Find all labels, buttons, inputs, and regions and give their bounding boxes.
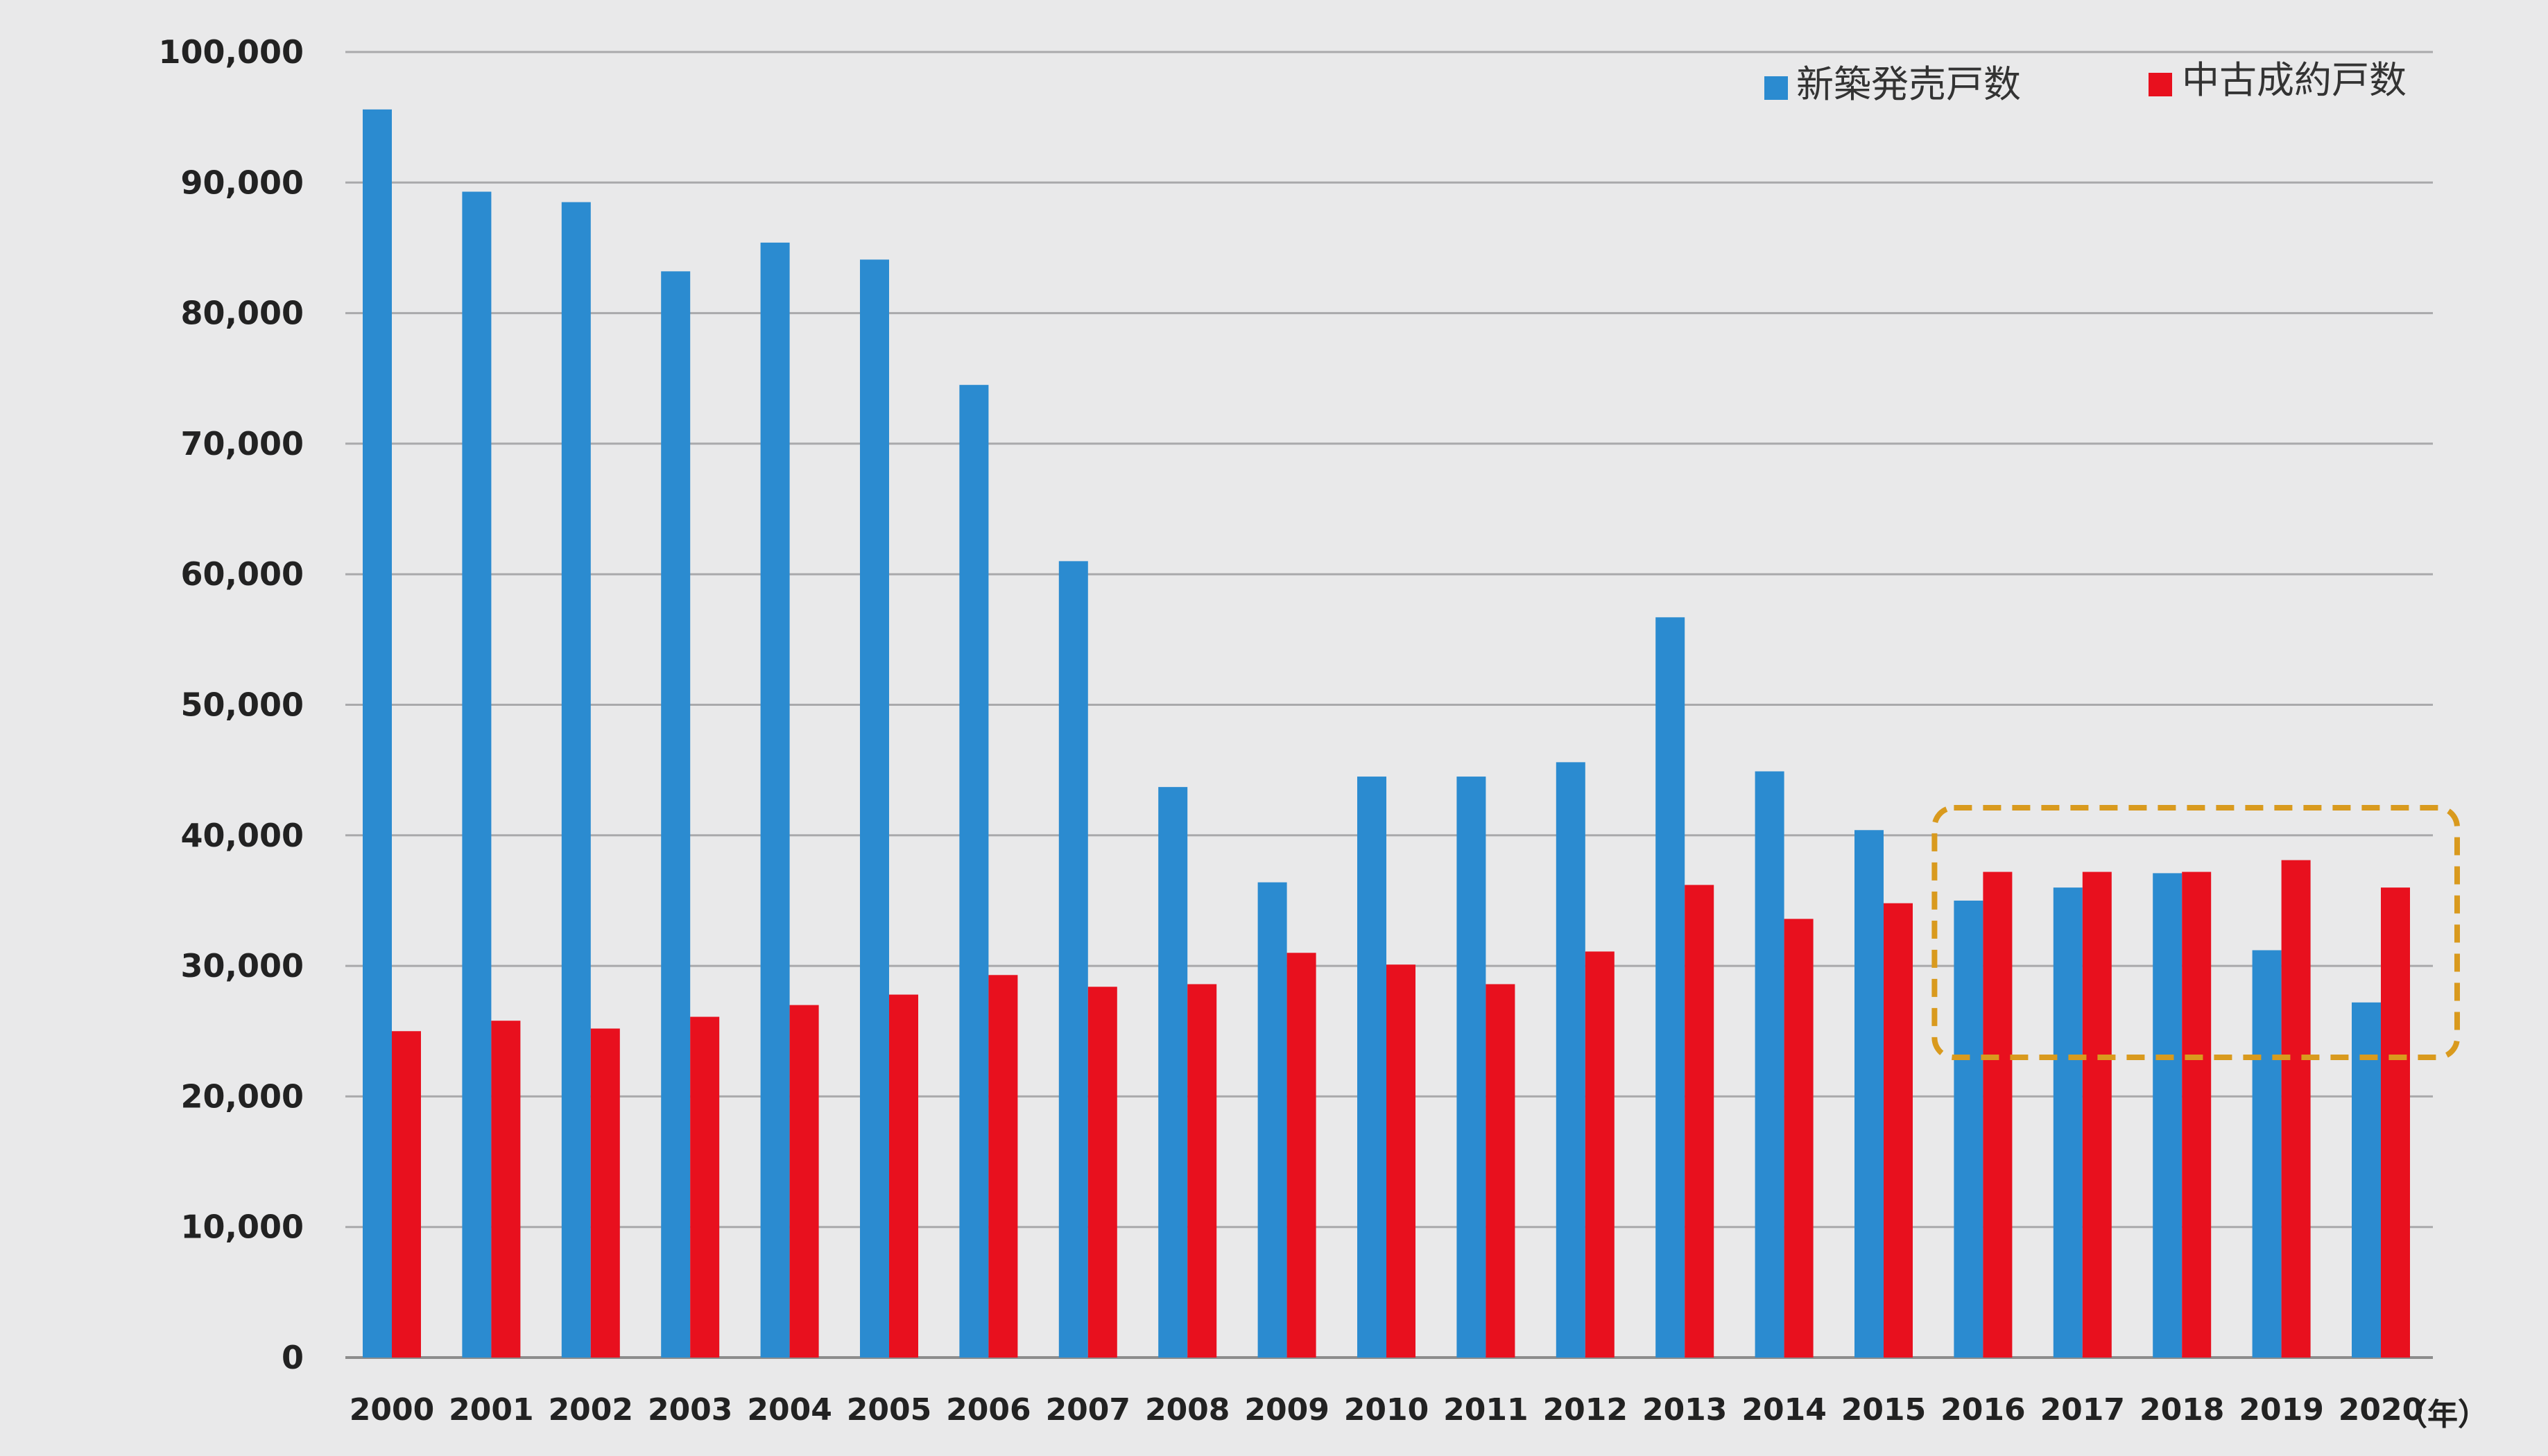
- bar-new-2012: [1556, 762, 1585, 1358]
- x-tick-label: 2002: [549, 1392, 633, 1428]
- legend-swatch-new: [1764, 76, 1788, 100]
- x-axis-tick-labels: 2000 2001 2002 2003 2004 2005 2006 2007 2008 2009…: [350, 1392, 2423, 1428]
- bar-new-2008: [1158, 787, 1188, 1358]
- y-tick-label: 10,000: [180, 1208, 304, 1246]
- bar-new-2002: [561, 202, 591, 1358]
- bar-new-2009: [1257, 882, 1287, 1358]
- bar-used-2018: [2182, 872, 2212, 1358]
- bar-used-2005: [889, 994, 918, 1358]
- bar-used-2013: [1685, 885, 1714, 1358]
- bar-new-2018: [2153, 873, 2183, 1358]
- bar-used-2003: [690, 1016, 720, 1358]
- x-tick-label: 2019: [2239, 1392, 2323, 1428]
- highlight-box: [1931, 805, 2460, 1060]
- x-tick-label: 2012: [1543, 1392, 1628, 1428]
- x-tick-label: 2013: [1642, 1392, 1727, 1428]
- bar-used-2011: [1486, 984, 1515, 1358]
- highlight: [1931, 805, 2460, 1060]
- bar-used-2007: [1087, 987, 1117, 1358]
- bar-new-2015: [1854, 830, 1884, 1358]
- x-tick-label: 2000: [350, 1392, 434, 1428]
- bars: [363, 109, 2410, 1358]
- y-tick-label: 0: [282, 1339, 304, 1376]
- bar-new-2010: [1357, 777, 1386, 1358]
- x-tick-label: 2011: [1443, 1392, 1528, 1428]
- legend: 新築発売戸数 中古成約戸数: [1764, 58, 2407, 106]
- y-tick-label: 80,000: [180, 295, 304, 332]
- bar-new-2014: [1755, 771, 1784, 1358]
- x-tick-label: 2007: [1046, 1392, 1130, 1428]
- bar-new-2011: [1456, 777, 1486, 1358]
- x-tick-label: 2010: [1344, 1392, 1429, 1428]
- x-tick-label: 2001: [449, 1392, 533, 1428]
- y-tick-label: 30,000: [180, 947, 304, 985]
- x-tick-label: 2009: [1244, 1392, 1329, 1428]
- bar-used-2008: [1187, 984, 1217, 1358]
- x-tick-label: 2005: [847, 1392, 931, 1428]
- bar-new-2020: [2352, 1002, 2381, 1358]
- bar-used-2009: [1286, 953, 1316, 1358]
- y-tick-label: 90,000: [180, 164, 304, 201]
- x-tick-label: 2020: [2339, 1392, 2423, 1428]
- x-tick-label: 2018: [2140, 1392, 2224, 1428]
- bar-used-2015: [1884, 903, 1913, 1358]
- bar-new-2019: [2252, 950, 2282, 1358]
- x-tick-label: 2003: [648, 1392, 732, 1428]
- bar-used-2020: [2381, 887, 2410, 1358]
- y-tick-label: 60,000: [180, 555, 304, 593]
- bar-new-2017: [2053, 887, 2083, 1358]
- bar-new-2003: [661, 271, 691, 1358]
- y-tick-label: 20,000: [180, 1077, 304, 1115]
- bar-new-2016: [1954, 900, 1983, 1358]
- bar-new-2005: [860, 259, 889, 1358]
- bar-used-2004: [789, 1005, 819, 1358]
- bar-used-2001: [491, 1021, 521, 1358]
- bar-new-2000: [363, 109, 392, 1358]
- bar-used-2012: [1585, 951, 1615, 1358]
- x-axis-unit: （年）: [2397, 1397, 2488, 1432]
- x-tick-label: 2008: [1145, 1392, 1230, 1428]
- bar-used-2017: [2082, 872, 2112, 1358]
- bar-new-2006: [959, 385, 989, 1358]
- x-tick-label: 2015: [1841, 1392, 1926, 1428]
- x-tick-label: 2016: [1940, 1392, 2025, 1428]
- bar-used-2000: [392, 1031, 421, 1358]
- bar-new-2001: [462, 191, 492, 1358]
- x-tick-label: 2004: [747, 1392, 832, 1428]
- x-tick-label: 2017: [2040, 1392, 2125, 1428]
- bar-new-2013: [1655, 617, 1685, 1358]
- bar-used-2019: [2281, 860, 2311, 1358]
- legend-label-new: 新築発売戸数: [1796, 62, 2021, 106]
- x-tick-label: 2014: [1741, 1392, 1826, 1428]
- x-tick-label: 2006: [946, 1392, 1031, 1428]
- bar-new-2004: [760, 242, 790, 1358]
- bar-used-2016: [1983, 872, 2013, 1358]
- y-tick-label: 50,000: [180, 686, 304, 724]
- bar-new-2007: [1058, 561, 1088, 1358]
- legend-swatch-used: [2149, 73, 2172, 96]
- y-tick-label: 40,000: [180, 817, 304, 854]
- y-axis-tick-labels: 0 10,000 20,000 30,000 40,000 50,000 60,000 70,…: [158, 33, 304, 1376]
- bar-used-2010: [1386, 964, 1415, 1358]
- y-tick-label: 70,000: [180, 425, 304, 462]
- y-tick-label: 100,000: [158, 33, 304, 71]
- legend-label-used: 中古成約戸数: [2182, 58, 2407, 102]
- bar-used-2002: [590, 1028, 620, 1358]
- bar-used-2006: [988, 975, 1018, 1358]
- bar-used-2014: [1784, 919, 1814, 1358]
